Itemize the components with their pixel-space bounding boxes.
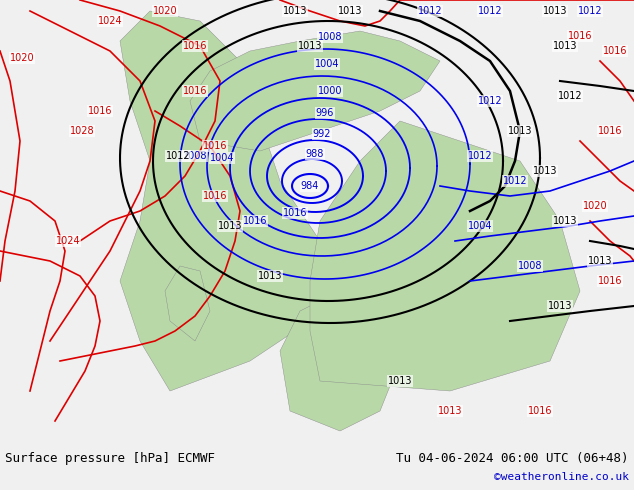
Text: 1016: 1016 [87,106,112,116]
Text: 1012: 1012 [468,151,493,161]
Text: 1016: 1016 [283,208,307,218]
Polygon shape [120,11,320,391]
Text: 1016: 1016 [598,276,622,286]
Text: 1008: 1008 [183,151,207,161]
Text: 1016: 1016 [183,86,207,96]
Text: 1013: 1013 [533,166,557,176]
Text: Tu 04-06-2024 06:00 UTC (06+48): Tu 04-06-2024 06:00 UTC (06+48) [396,452,629,465]
Text: 1013: 1013 [543,6,567,16]
Text: 1012: 1012 [418,6,443,16]
Text: 1016: 1016 [243,216,268,226]
Polygon shape [165,266,210,341]
Text: 1016: 1016 [603,46,627,56]
Polygon shape [190,31,440,151]
Text: 1008: 1008 [318,32,342,42]
Text: 1012: 1012 [558,91,582,101]
Text: 1004: 1004 [468,221,492,231]
Text: 1013: 1013 [508,126,533,136]
Text: 1028: 1028 [70,126,94,136]
Text: 1013: 1013 [548,301,573,311]
Text: 996: 996 [316,108,334,118]
Text: 1012: 1012 [578,6,602,16]
Text: 1008: 1008 [518,261,542,271]
Text: 1016: 1016 [527,406,552,416]
Text: 1004: 1004 [314,59,339,69]
Text: 1013: 1013 [437,406,462,416]
Text: 1020: 1020 [10,53,34,63]
Text: 1013: 1013 [283,6,307,16]
Text: 1012: 1012 [165,151,190,161]
Text: 1013: 1013 [258,271,282,281]
Text: 992: 992 [313,129,331,139]
Text: 984: 984 [301,181,319,191]
Text: 1013: 1013 [338,6,362,16]
Text: 1016: 1016 [203,191,227,201]
Text: 988: 988 [306,149,324,159]
Text: 1013: 1013 [298,41,322,51]
Text: 1000: 1000 [318,86,342,96]
Text: 1013: 1013 [217,221,242,231]
Text: 1013: 1013 [388,376,412,386]
Text: 1013: 1013 [553,41,577,51]
Text: 1012: 1012 [477,6,502,16]
Text: 1020: 1020 [153,6,178,16]
Text: 1024: 1024 [98,16,122,26]
Text: 1004: 1004 [210,153,234,163]
Text: 1012: 1012 [477,96,502,106]
Text: 1013: 1013 [588,256,612,266]
Text: 1016: 1016 [598,126,622,136]
Text: 1020: 1020 [583,201,607,211]
Text: Surface pressure [hPa] ECMWF: Surface pressure [hPa] ECMWF [5,452,215,465]
Text: 1024: 1024 [56,236,81,246]
Text: 1016: 1016 [183,41,207,51]
Text: ©weatheronline.co.uk: ©weatheronline.co.uk [494,472,629,482]
Text: 1016: 1016 [203,141,227,151]
Text: 1012: 1012 [503,176,527,186]
Text: 1013: 1013 [553,216,577,226]
Polygon shape [310,121,580,391]
Polygon shape [280,291,400,431]
Text: 1016: 1016 [568,31,592,41]
